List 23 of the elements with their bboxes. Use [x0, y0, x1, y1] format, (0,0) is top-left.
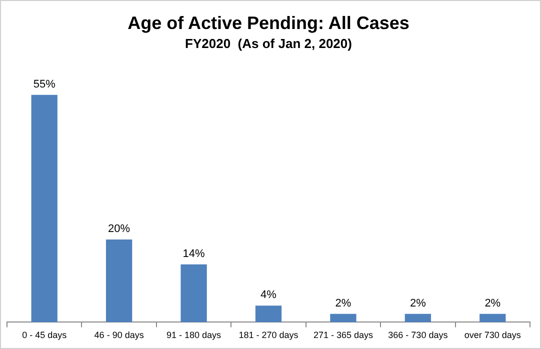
bar [106, 240, 132, 322]
x-tick-label: 46 - 90 days [94, 330, 144, 340]
data-label: 4% [260, 289, 277, 302]
x-tick-label: 181 - 270 days [238, 330, 299, 340]
data-label: 2% [335, 297, 352, 310]
data-label: 55% [33, 78, 56, 90]
data-label: 14% [182, 248, 206, 260]
bar [180, 264, 207, 322]
x-tick-label: 0 - 45 days [22, 330, 68, 340]
bar [31, 94, 58, 322]
bar [330, 314, 356, 322]
data-label: 2% [484, 297, 501, 310]
x-tick-label: over 730 days [464, 330, 522, 340]
x-tick-label: 366 - 730 days [388, 330, 448, 340]
bar [255, 306, 282, 322]
data-label: 2% [410, 297, 426, 310]
chart-title: Age of Active Pending: All Cases [128, 12, 410, 33]
x-tick-label: 271 - 365 days [313, 330, 374, 340]
bar [480, 314, 506, 322]
bar [404, 314, 432, 322]
data-label: 20% [108, 223, 130, 236]
chart-subtitle: FY2020 (As of Jan 2, 2020) [185, 36, 352, 51]
x-tick-label: 91 - 180 days [166, 330, 222, 340]
